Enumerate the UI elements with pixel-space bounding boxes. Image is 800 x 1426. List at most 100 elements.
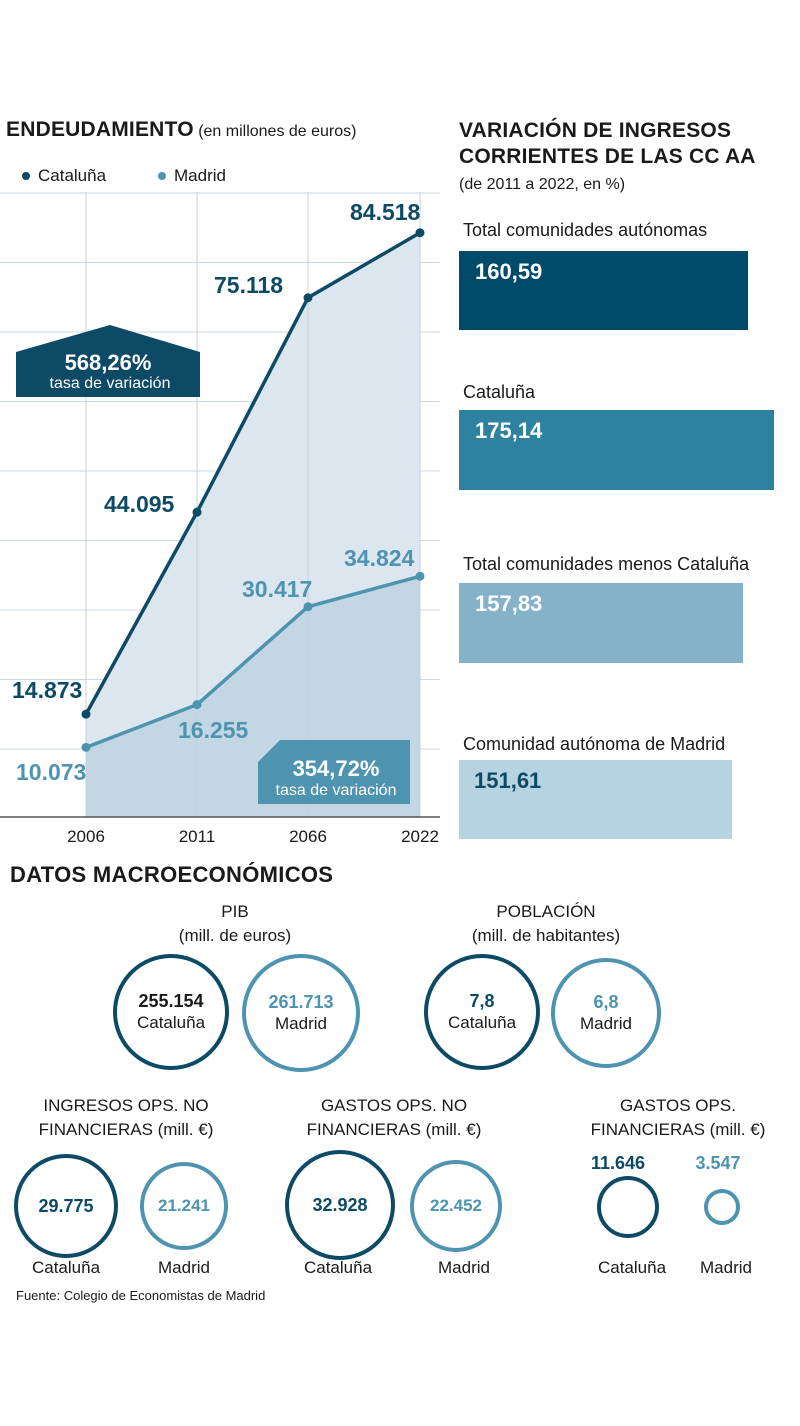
poblacion-madrid-value: 6,8 <box>593 992 619 1012</box>
ingresos-cataluna-label: Cataluña <box>31 1258 101 1277</box>
income-bar-value: 151,61 <box>474 768 542 793</box>
cataluna-data-label: 84.518 <box>350 199 421 225</box>
income-bar-category: Total comunidades autónomas <box>463 220 708 240</box>
pib-cataluna-value: 255.154 <box>138 991 204 1011</box>
madrid-data-label: 10.073 <box>16 759 86 785</box>
income-bar-value: 160,59 <box>475 259 543 284</box>
income-chart-title: VARIACIÓN DE INGRESOS CORRIENTES DE LAS … <box>459 118 756 198</box>
poblacion-caption-line2: (mill. de habitantes) <box>471 926 621 945</box>
pib-cataluna-label: Cataluña <box>136 1013 206 1032</box>
cataluna-point <box>192 507 202 517</box>
pib-cataluna-circle: 255.154 Cataluña <box>113 954 229 1070</box>
legend-cataluna: Cataluña <box>22 166 106 186</box>
ingresos-cataluna-value: 29.775 <box>38 1196 94 1216</box>
gastos-nf-madrid-label: Madrid <box>438 1258 490 1277</box>
poblacion-madrid-circle: 6,8 Madrid <box>551 958 661 1068</box>
madrid-point <box>303 602 313 612</box>
madrid-data-label: 16.255 <box>178 717 249 743</box>
madrid-point <box>415 571 425 581</box>
madrid-data-label: 34.824 <box>344 545 415 571</box>
debt-line-chart: 14.873 44.095 75.118 84.518 10.073 16.255 30.4… <box>0 192 440 846</box>
cataluna-series-line <box>84 231 421 716</box>
poblacion-cataluna-circle: 7,8 Cataluña <box>424 954 540 1070</box>
pib-caption-line2: (mill. de euros) <box>178 926 292 945</box>
ingresos-cataluna-circle: 29.775 <box>14 1154 118 1258</box>
legend-madrid: Madrid <box>158 166 226 186</box>
cataluna-point <box>415 228 425 238</box>
ingresos-caption-line1: INGRESOS OPS. NO <box>43 1096 209 1115</box>
gastos-f-caption-line1: GASTOS OPS. <box>620 1096 736 1115</box>
gastos-f-madrid-value: 3.547 <box>695 1153 741 1173</box>
source-note: Fuente: Colegio de Economistas de Madrid <box>16 1288 266 1303</box>
poblacion-cataluna-value: 7,8 <box>469 991 495 1011</box>
cataluna-rate-callout <box>16 325 200 397</box>
madrid-point <box>192 700 202 710</box>
gastos-nf-madrid-circle: 22.452 <box>410 1160 502 1252</box>
cataluna-rate-text: tasa de variación <box>50 375 171 392</box>
cataluna-data-label: 75.118 <box>214 272 283 298</box>
income-bar-value: 157,83 <box>475 591 543 616</box>
madrid-rate-text: tasa de variación <box>276 782 397 799</box>
cataluna-data-label: 44.095 <box>104 491 175 517</box>
gastos-f-cataluna-circle <box>597 1176 659 1238</box>
pib-madrid-circle: 261.713 Madrid <box>242 954 360 1072</box>
income-bar-category: Cataluña <box>463 382 536 402</box>
legend-madrid-dot-icon <box>158 172 166 180</box>
ingresos-madrid-label: Madrid <box>158 1258 210 1277</box>
gastos-nf-cataluna-circle: 32.928 <box>285 1150 395 1260</box>
poblacion-caption-line1: POBLACIÓN <box>496 902 596 921</box>
cataluna-data-label: 14.873 <box>12 677 82 703</box>
ingresos-madrid-value: 21.241 <box>158 1196 210 1215</box>
madrid-series-line <box>85 574 421 749</box>
debt-chart-title: ENDEUDAMIENTO <box>6 118 194 141</box>
legend-cataluna-label: Cataluña <box>38 166 107 185</box>
income-chart-subtitle: (de 2011 a 2022, en %) <box>459 176 626 193</box>
income-chart-title-line1: VARIACIÓN DE INGRESOS <box>459 119 732 142</box>
cataluna-rate-value: 568,26% <box>65 350 152 375</box>
debt-chart-title-row: ENDEUDAMIENTO (en millones de euros) <box>6 118 356 142</box>
poblacion-madrid-label: Madrid <box>580 1014 632 1033</box>
pib-madrid-value: 261.713 <box>268 992 334 1012</box>
macro-title: DATOS MACROECONÓMICOS <box>10 862 334 887</box>
pib-madrid-label: Madrid <box>275 1014 327 1033</box>
poblacion-caption: POBLACIÓN (mill. de habitantes) <box>426 900 666 948</box>
income-chart-title-line2: CORRIENTES DE LAS CC AA <box>459 145 756 168</box>
x-tick-label: 2022 <box>401 827 439 846</box>
legend-madrid-label: Madrid <box>174 166 226 185</box>
gastos-nf-caption: GASTOS OPS. NO FINANCIERAS (mill. €) <box>274 1094 514 1142</box>
gastos-f-caption-line2: FINANCIERAS (mill. €) <box>590 1120 766 1139</box>
gastos-f-madrid-circle <box>704 1189 740 1225</box>
income-bar <box>459 410 774 490</box>
cataluna-point <box>303 293 313 303</box>
x-tick-label: 2011 <box>179 827 216 846</box>
gastos-nf-cataluna-label: Cataluña <box>303 1258 373 1277</box>
income-bar-value: 175,14 <box>475 418 543 443</box>
madrid-rate-callout <box>258 740 410 804</box>
gastos-nf-caption-line1: GASTOS OPS. NO <box>320 1096 468 1115</box>
x-tick-label: 2066 <box>289 827 327 846</box>
poblacion-cataluna-label: Cataluña <box>447 1013 517 1032</box>
gastos-nf-madrid-value: 22.452 <box>430 1196 482 1215</box>
gastos-f-cataluna-value: 11.646 <box>590 1153 646 1173</box>
income-bar <box>459 760 732 839</box>
ingresos-caption-line2: FINANCIERAS (mill. €) <box>38 1120 214 1139</box>
madrid-rate-value: 354,72% <box>293 756 380 781</box>
madrid-data-label: 30.417 <box>242 576 312 602</box>
income-bar-category: Total comunidades menos Cataluña <box>463 554 750 574</box>
debt-chart-subtitle: (en millones de euros) <box>198 123 357 140</box>
ingresos-caption: INGRESOS OPS. NO FINANCIERAS (mill. €) <box>6 1094 246 1142</box>
cataluna-point <box>81 709 91 719</box>
legend-cataluna-dot-icon <box>22 172 30 180</box>
gastos-f-caption: GASTOS OPS. FINANCIERAS (mill. €) <box>562 1094 794 1142</box>
income-bar <box>459 583 743 663</box>
pib-caption: PIB (mill. de euros) <box>115 900 355 948</box>
x-tick-label: 2006 <box>67 827 105 846</box>
gastos-f-madrid-label: Madrid <box>700 1258 752 1277</box>
madrid-point <box>81 742 91 752</box>
income-bar <box>459 251 748 330</box>
pib-caption-line1: PIB <box>221 902 249 921</box>
gastos-nf-cataluna-value: 32.928 <box>312 1195 368 1215</box>
gastos-nf-caption-line2: FINANCIERAS (mill. €) <box>306 1120 482 1139</box>
gastos-f-cataluna-label: Cataluña <box>597 1258 667 1277</box>
ingresos-madrid-circle: 21.241 <box>140 1162 228 1250</box>
